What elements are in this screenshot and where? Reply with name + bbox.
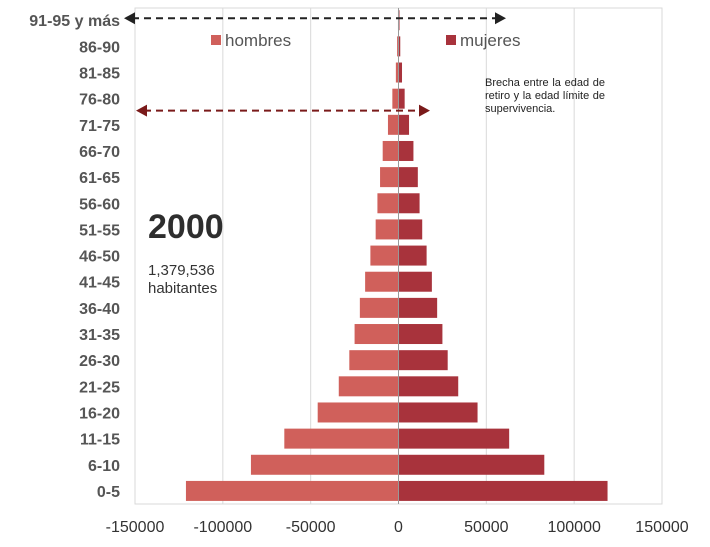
population-unit: habitantes [148,280,218,297]
bar-mujeres-6 [398,324,443,345]
bar-hombres-17 [397,36,399,57]
population-value: 1,379,536 [148,262,215,279]
y-tick-label: 11-15 [80,432,120,449]
bar-hombres-9 [370,245,399,266]
bar-hombres-11 [377,193,399,214]
year-label: 2000 [148,208,224,246]
bar-mujeres-2 [398,428,510,449]
y-tick-label: 56-60 [79,196,120,213]
bar-hombres-4 [338,376,399,397]
y-tick-label: 81-85 [79,66,120,83]
bar-hombres-1 [250,454,399,475]
y-tick-label: 16-20 [79,405,120,422]
survival-arrow-head-left [124,12,135,25]
retirement-arrow-head-right [419,104,430,117]
bar-mujeres-9 [398,245,427,266]
population-text: 1,379,536 habitantes [148,262,217,298]
bar-hombres-13 [382,140,399,161]
y-tick-label: 91-95 y más [29,13,120,30]
legend-label-mujeres: mujeres [460,31,520,50]
y-tick-label: 36-40 [79,301,120,318]
x-tick-label: -100000 [193,519,252,536]
legend-swatch-mujeres [446,35,456,45]
bar-mujeres-14 [398,114,410,135]
bar-hombres-15 [392,88,399,109]
bar-mujeres-11 [398,193,420,214]
bar-mujeres-13 [398,140,414,161]
y-tick-label: 0-5 [97,484,120,501]
legend-label-hombres: hombres [225,31,291,50]
y-tick-label: 61-65 [79,170,120,187]
y-tick-label: 31-35 [79,327,120,344]
survival-arrow-head-right [495,12,506,25]
x-tick-label: 100000 [547,519,600,536]
bar-hombres-10 [375,219,399,240]
bar-mujeres-3 [398,402,478,423]
x-tick-label: 50000 [464,519,509,536]
y-tick-label: 6-10 [88,458,120,475]
bar-hombres-8 [365,271,399,292]
x-tick-label: -50000 [286,519,336,536]
y-tick-label: 71-75 [79,118,120,135]
bar-mujeres-0 [398,480,608,501]
bar-mujeres-10 [398,219,423,240]
bar-mujeres-5 [398,350,448,371]
y-tick-label: 66-70 [79,144,120,161]
y-tick-label: 86-90 [79,39,120,56]
y-tick-label: 21-25 [79,379,120,396]
bar-hombres-16 [395,62,399,83]
bar-hombres-3 [317,402,399,423]
bar-mujeres-15 [398,88,405,109]
bar-mujeres-8 [398,271,432,292]
bar-hombres-14 [387,114,399,135]
bar-mujeres-7 [398,297,438,318]
y-tick-label: 76-80 [79,92,120,109]
bar-mujeres-17 [398,36,401,57]
y-tick-label: 51-55 [79,222,120,239]
bar-mujeres-4 [398,376,459,397]
bar-hombres-7 [359,297,399,318]
x-tick-label: 0 [394,519,403,536]
x-tick-label: 150000 [635,519,688,536]
bar-mujeres-12 [398,167,418,188]
y-tick-label: 41-45 [79,275,120,292]
bar-hombres-2 [284,428,399,449]
bar-mujeres-16 [398,62,403,83]
bar-hombres-5 [349,350,399,371]
gap-note: Brecha entre la edad de retiro y la edad… [485,77,605,115]
bar-mujeres-1 [398,454,545,475]
bar-hombres-0 [185,480,399,501]
x-tick-label: -150000 [106,519,165,536]
bar-hombres-6 [354,324,399,345]
y-tick-label: 46-50 [79,249,120,266]
legend-swatch-hombres [211,35,221,45]
y-tick-label: 26-30 [79,353,120,370]
bar-hombres-12 [380,167,399,188]
retirement-arrow-head-left [136,104,147,117]
